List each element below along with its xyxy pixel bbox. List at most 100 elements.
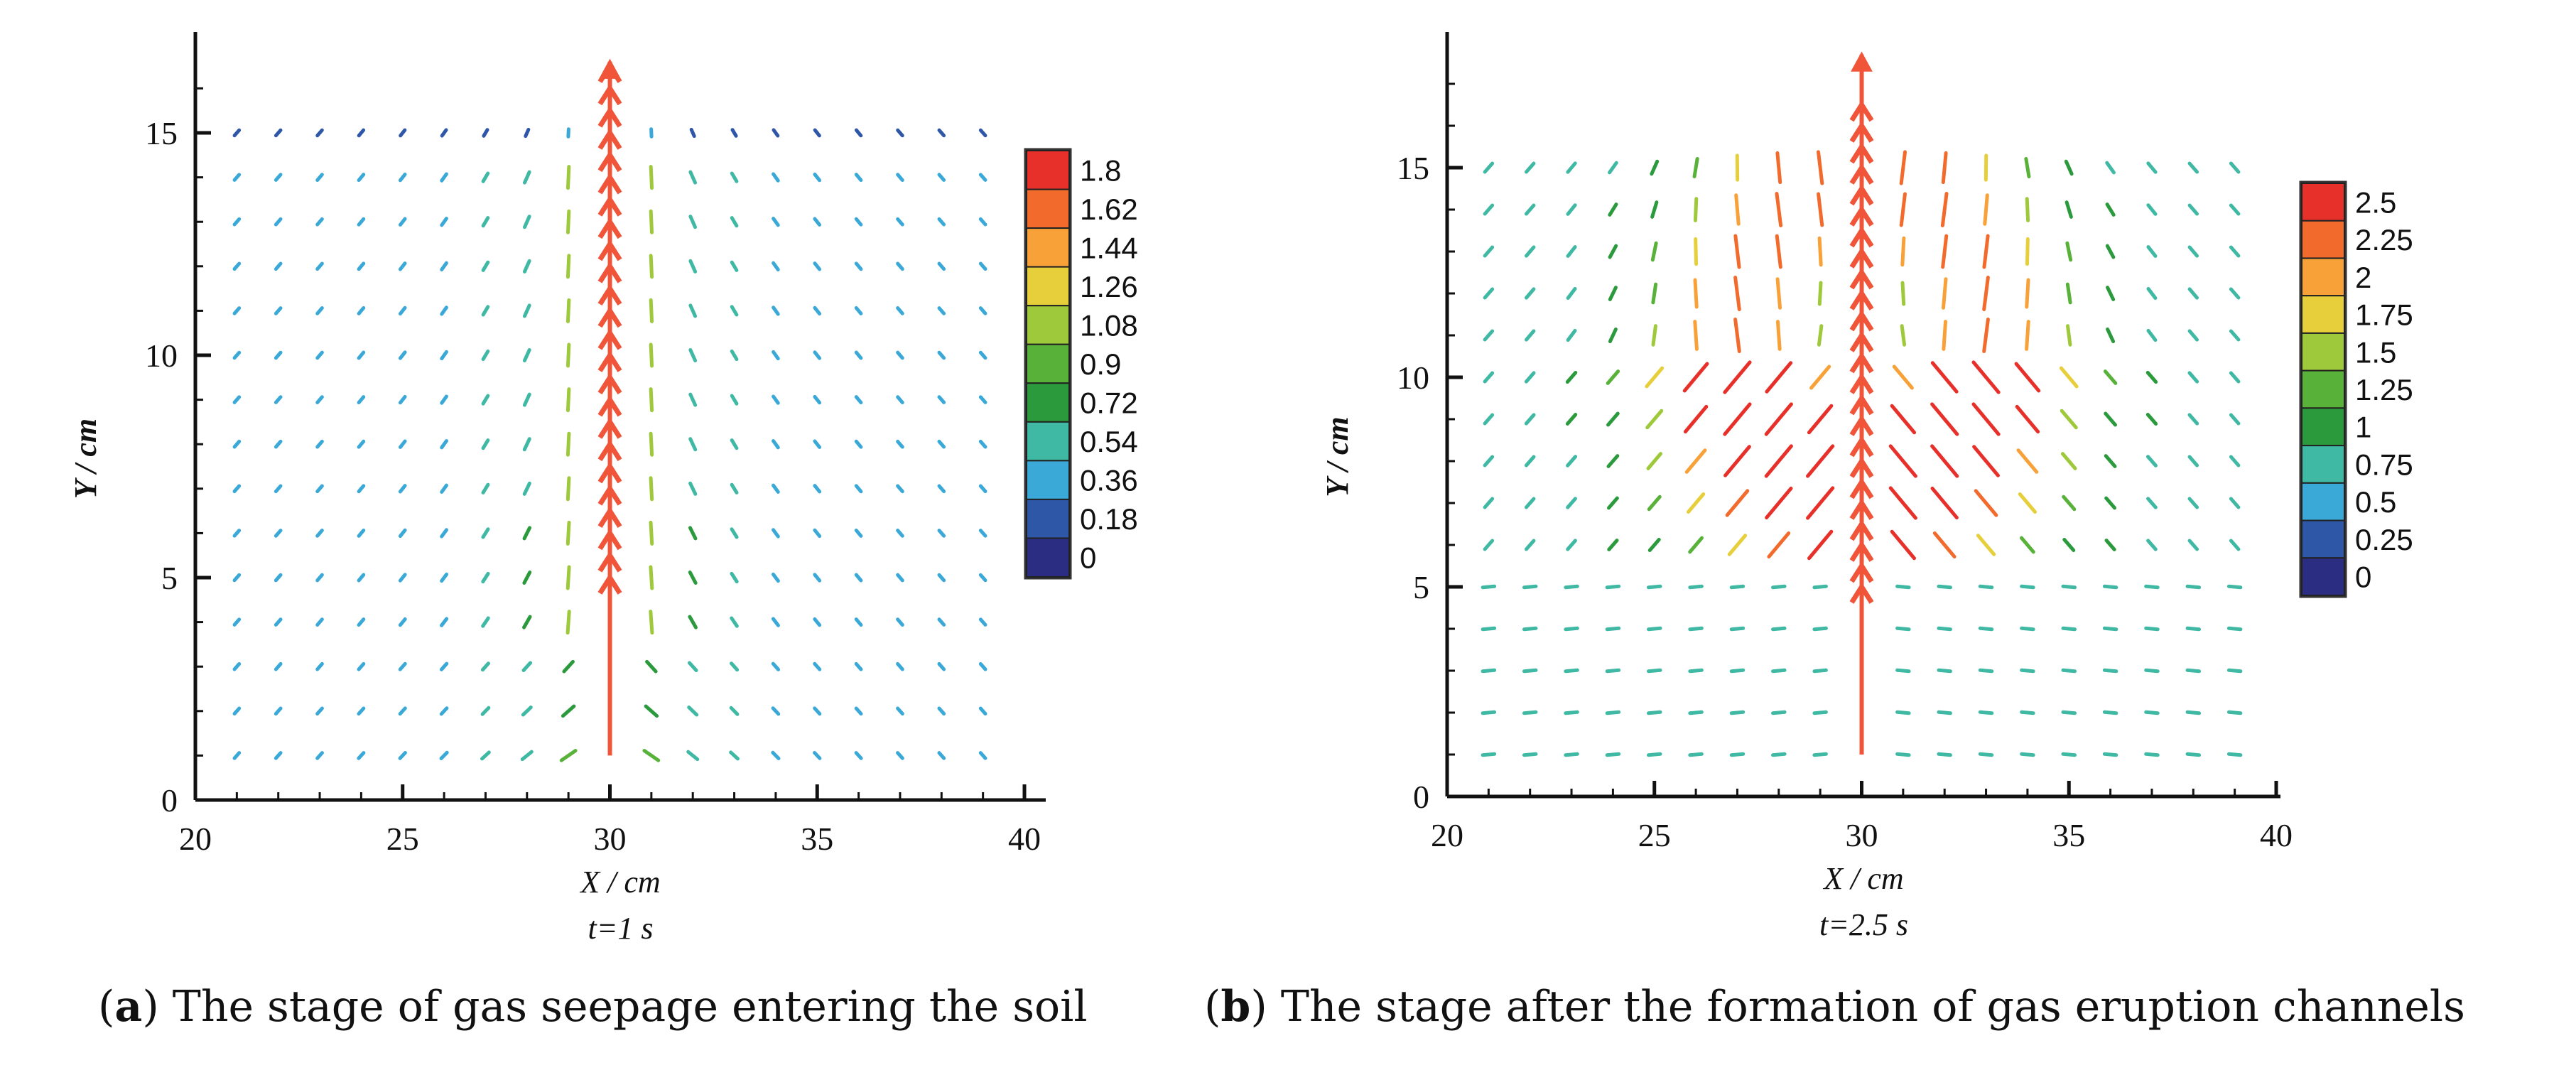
vector-arrow bbox=[937, 661, 946, 671]
vector-arrow bbox=[357, 173, 366, 183]
jet-arrowhead bbox=[597, 130, 622, 150]
vector-arrow bbox=[274, 173, 283, 182]
vector-arrow bbox=[274, 484, 283, 494]
vector-arrow bbox=[1566, 497, 1577, 509]
legend-label: 1.44 bbox=[1080, 231, 1138, 264]
vector-arrow bbox=[1606, 369, 1620, 385]
vector-arrow bbox=[1564, 710, 1579, 715]
vector-arrow bbox=[2146, 203, 2158, 216]
vector-arrow bbox=[2146, 161, 2158, 174]
legend-label: 0.54 bbox=[1080, 425, 1138, 458]
vector-arrow bbox=[896, 529, 904, 538]
x-tick-label: 25 bbox=[386, 821, 419, 857]
jet-tip bbox=[599, 58, 621, 79]
vector-arrow bbox=[771, 706, 781, 716]
jet-arrowhead bbox=[597, 197, 622, 217]
vector-arrow bbox=[1729, 668, 1746, 674]
vector-arrow bbox=[357, 573, 366, 583]
vector-arrow bbox=[565, 476, 571, 502]
vector-arrow bbox=[978, 529, 987, 538]
vector-arrow bbox=[1483, 455, 1495, 468]
vector-arrow bbox=[1693, 320, 1699, 351]
legend-swatch bbox=[1026, 188, 1070, 229]
vector-arrow bbox=[1727, 534, 1748, 556]
y-tick-label: 10 bbox=[1397, 360, 1429, 396]
vector-arrow bbox=[1605, 668, 1621, 674]
vector-arrow bbox=[896, 706, 904, 716]
vector-arrow bbox=[1481, 626, 1497, 632]
vector-arrow bbox=[1647, 626, 1662, 632]
vector-arrow bbox=[896, 395, 904, 404]
jet-arrowhead bbox=[1849, 458, 1874, 478]
vector-arrow bbox=[315, 573, 324, 583]
legend-swatch bbox=[2301, 332, 2345, 372]
vector-arrow bbox=[2226, 668, 2243, 674]
x-tick-label: 30 bbox=[1846, 817, 1878, 853]
vector-arrow bbox=[1522, 752, 1538, 757]
vector-arrow bbox=[1812, 668, 1828, 674]
vector-arrow bbox=[2025, 197, 2030, 222]
vector-arrow bbox=[730, 260, 739, 272]
vector-arrow bbox=[398, 217, 407, 227]
vector-arrow bbox=[978, 751, 987, 760]
vector-arrow bbox=[562, 659, 575, 674]
vector-arrow bbox=[1522, 584, 1538, 590]
vector-arrow bbox=[689, 127, 696, 139]
vector-arrow bbox=[1647, 752, 1662, 757]
vector-arrow bbox=[1812, 626, 1828, 632]
vector-arrow bbox=[896, 573, 904, 583]
vector-arrow bbox=[1733, 318, 1741, 353]
vector-arrow bbox=[1895, 752, 1911, 757]
vector-arrow bbox=[399, 128, 407, 138]
vector-arrow bbox=[1483, 245, 1495, 258]
vector-arrow bbox=[315, 529, 324, 538]
vector-arrow bbox=[439, 706, 449, 716]
vector-arrow bbox=[896, 617, 904, 627]
vector-arrow bbox=[2105, 161, 2116, 175]
vector-arrow bbox=[772, 261, 780, 271]
vector-arrow bbox=[937, 617, 946, 627]
vector-arrow bbox=[1817, 281, 1823, 306]
legend-swatch bbox=[1026, 498, 1070, 539]
vector-arrow bbox=[1566, 245, 1577, 258]
vector-arrow bbox=[565, 610, 571, 635]
vector-arrow bbox=[688, 347, 698, 363]
vector-arrow bbox=[440, 394, 448, 405]
vector-arrow bbox=[854, 350, 863, 360]
vector-arrow bbox=[1481, 710, 1497, 715]
vector-arrow bbox=[730, 171, 739, 183]
vector-arrow bbox=[1930, 402, 1959, 436]
caption-b: (b) The stage after the formation of gas… bbox=[1204, 982, 2465, 1032]
vector-arrow bbox=[771, 617, 780, 627]
vector-arrow bbox=[2020, 752, 2035, 757]
jet-arrowhead bbox=[597, 308, 622, 328]
vector-arrow bbox=[896, 306, 904, 315]
vector-arrow bbox=[649, 610, 654, 635]
vector-arrow bbox=[2185, 584, 2202, 590]
vector-arrow bbox=[2025, 320, 2030, 351]
vector-arrow bbox=[978, 261, 987, 271]
vector-arrow bbox=[2020, 536, 2035, 554]
vector-arrow bbox=[896, 439, 904, 449]
vector-arrow bbox=[1566, 455, 1578, 468]
vector-arrow bbox=[649, 476, 654, 502]
vector-arrow bbox=[978, 395, 987, 404]
legend-swatch bbox=[2301, 445, 2345, 484]
vector-arrow bbox=[2226, 752, 2243, 757]
vector-arrow bbox=[522, 347, 531, 363]
vector-arrow bbox=[1483, 161, 1495, 174]
vector-arrow bbox=[2059, 366, 2079, 389]
vector-arrow bbox=[274, 617, 283, 627]
vector-arrow bbox=[1729, 584, 1746, 590]
legend-label: 0.25 bbox=[2355, 523, 2413, 556]
vector-arrow bbox=[813, 528, 822, 539]
vector-arrow bbox=[978, 661, 987, 671]
legend-swatch bbox=[2301, 257, 2345, 297]
vector-arrow bbox=[687, 661, 698, 672]
vector-arrow bbox=[1524, 203, 1536, 216]
vector-arrow bbox=[730, 661, 740, 672]
vector-arrow bbox=[1942, 320, 1948, 351]
vector-arrow bbox=[688, 259, 698, 274]
vector-arrow bbox=[1978, 668, 1994, 674]
vector-arrow bbox=[1940, 192, 1949, 227]
